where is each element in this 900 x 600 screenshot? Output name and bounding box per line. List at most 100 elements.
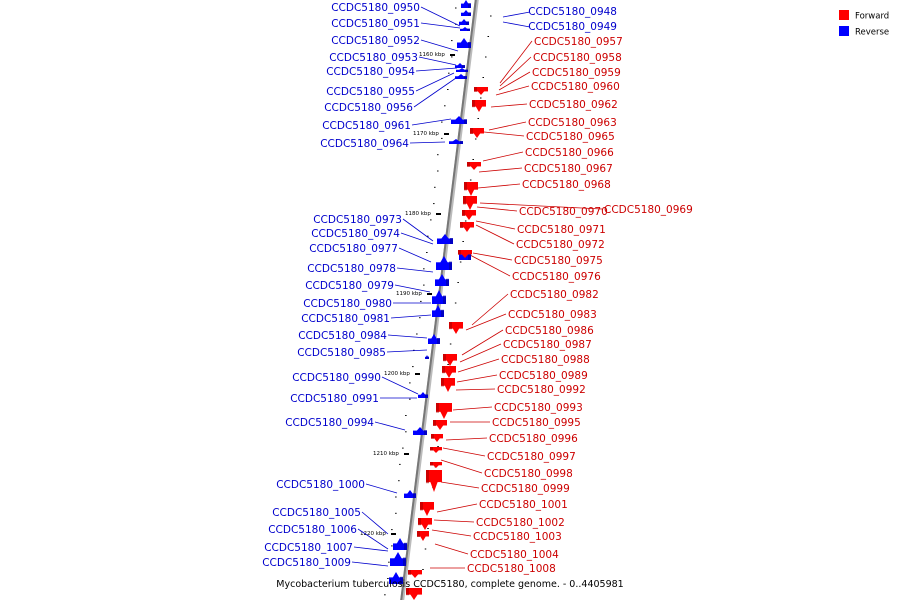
- leader-line-layer: [351, 6, 603, 569]
- reverse-gene-label: CCDC5180_0951: [331, 18, 420, 30]
- reverse-gene-label: CCDC5180_1009: [262, 557, 351, 569]
- reverse-gene-label: CCDC5180_0952: [331, 35, 420, 47]
- forward-gene-label: CCDC5180_0960: [531, 81, 620, 93]
- reverse-leader-line: [502, 11, 531, 18]
- reverse-gene-block: [425, 355, 429, 359]
- forward-gene-block: [406, 588, 422, 600]
- reverse-leader-line: [387, 334, 428, 339]
- forward-gene-label: CCDC5180_0998: [484, 468, 573, 480]
- reverse-leader-line: [409, 141, 446, 144]
- reverse-gene-block: [460, 27, 470, 31]
- forward-gene-label: CCDC5180_0993: [494, 402, 583, 414]
- reverse-gene-label: CCDC5180_0961: [322, 120, 411, 132]
- forward-leader-line: [478, 167, 523, 173]
- forward-leader-line: [476, 206, 518, 212]
- forward-leader-line: [433, 519, 475, 523]
- forward-leader-line: [475, 220, 516, 230]
- reverse-leader-line: [413, 77, 457, 108]
- reverse-leader-line: [361, 511, 389, 535]
- reverse-gene-block: [389, 572, 403, 584]
- forward-gene-block: [463, 196, 477, 210]
- reverse-gene-block: [435, 274, 449, 286]
- reverse-gene-label: CCDC5180_1006: [268, 524, 357, 536]
- reverse-gene-label: CCDC5180_1005: [272, 507, 361, 519]
- reverse-gene-label: CCDC5180_0978: [307, 263, 396, 275]
- reverse-gene-label: CCDC5180_0973: [313, 214, 402, 226]
- kbp-marker-label: 1180 kbp: [405, 211, 431, 217]
- reverse-leader-line: [400, 232, 434, 245]
- kbp-tick: [415, 373, 420, 375]
- forward-leader-line: [482, 151, 524, 162]
- forward-gene-block: [474, 87, 488, 95]
- forward-gene-label: CCDC5180_0968: [522, 179, 611, 191]
- reverse-leader-line: [415, 72, 455, 92]
- reverse-gene-block: [418, 392, 428, 398]
- forward-leader-line: [440, 481, 480, 489]
- kbp-tick: [450, 54, 455, 56]
- kbp-marker-label: 1190 kbp: [396, 291, 422, 297]
- legend: Forward Reverse: [839, 10, 889, 38]
- reverse-gene-label: CCDC5180_0977: [309, 243, 398, 255]
- forward-gene-block: [443, 354, 457, 366]
- reverse-leader-line: [390, 314, 432, 319]
- forward-gene-label: CCDC5180_0967: [524, 163, 613, 175]
- forward-gene-label: CCDC5180_0969: [604, 204, 693, 216]
- reverse-leader-line: [415, 67, 458, 72]
- reverse-leader-line: [402, 218, 434, 242]
- reverse-gene-block: [428, 334, 440, 344]
- reverse-gene-label: CCDC5180_0950: [331, 2, 420, 14]
- forward-gene-label: CCDC5180_0988: [501, 354, 590, 366]
- forward-leader-line: [479, 202, 603, 210]
- reverse-leader-line: [365, 483, 398, 494]
- forward-leader-line: [440, 459, 483, 474]
- forward-leader-line: [499, 56, 532, 87]
- reverse-gene-label: CCDC5180_0981: [301, 313, 390, 325]
- forward-leader-line: [442, 447, 486, 457]
- reverse-gene-block: [455, 63, 465, 68]
- forward-leader-line: [457, 358, 500, 373]
- reverse-gene-label: CCDC5180_0955: [326, 86, 415, 98]
- forward-gene-label: CCDC5180_0966: [525, 147, 614, 159]
- reverse-gene-label: CCDC5180_0974: [311, 228, 400, 240]
- forward-gene-label: CCDC5180_0996: [489, 433, 578, 445]
- reverse-gene-block: [432, 290, 446, 304]
- forward-leader-line: [498, 71, 531, 91]
- reverse-gene-block: [459, 19, 469, 25]
- forward-leader-line: [456, 374, 498, 383]
- reverse-gene-block: [449, 139, 463, 144]
- reverse-gene-label: CCDC5180_0949: [528, 21, 617, 33]
- forward-leader-line: [475, 224, 515, 245]
- forward-leader-line: [471, 293, 509, 326]
- forward-gene-block: [462, 210, 476, 220]
- forward-leader-line: [472, 252, 513, 261]
- forward-leader-line: [431, 529, 472, 537]
- forward-gene-block: [441, 378, 455, 392]
- forward-gene-label: CCDC5180_0995: [492, 417, 581, 429]
- forward-gene-label: CCDC5180_0959: [532, 67, 621, 79]
- forward-leader-line: [436, 503, 478, 513]
- reverse-gene-label: CCDC5180_0964: [320, 138, 409, 150]
- reverse-gene-label: CCDC5180_0990: [292, 372, 381, 384]
- forward-gene-label: CCDC5180_1003: [473, 531, 562, 543]
- reverse-leader-line: [394, 284, 431, 293]
- reverse-gene-block: [455, 74, 467, 79]
- forward-gene-block: [470, 128, 484, 138]
- reverse-gene-label: CCDC5180_1007: [264, 542, 353, 554]
- reverse-leader-line: [411, 118, 452, 126]
- forward-gene-label: CCDC5180_0999: [481, 483, 570, 495]
- reverse-gene-block: [461, 10, 471, 16]
- reverse-leader-line: [420, 6, 461, 27]
- kbp-tick: [404, 453, 409, 455]
- forward-gene-label: CCDC5180_1004: [470, 549, 559, 561]
- legend-swatch-reverse: [839, 26, 849, 36]
- forward-gene-block: [408, 570, 422, 578]
- reverse-gene-block: [404, 490, 416, 498]
- forward-leader-line: [495, 85, 530, 96]
- gene-block-layer: [389, 0, 488, 600]
- forward-gene-block: [426, 470, 442, 492]
- forward-gene-label: CCDC5180_0986: [505, 325, 594, 337]
- forward-leader-line: [455, 388, 496, 391]
- reverse-gene-label: CCDC5180_0956: [324, 102, 413, 114]
- reverse-gene-block: [393, 538, 407, 550]
